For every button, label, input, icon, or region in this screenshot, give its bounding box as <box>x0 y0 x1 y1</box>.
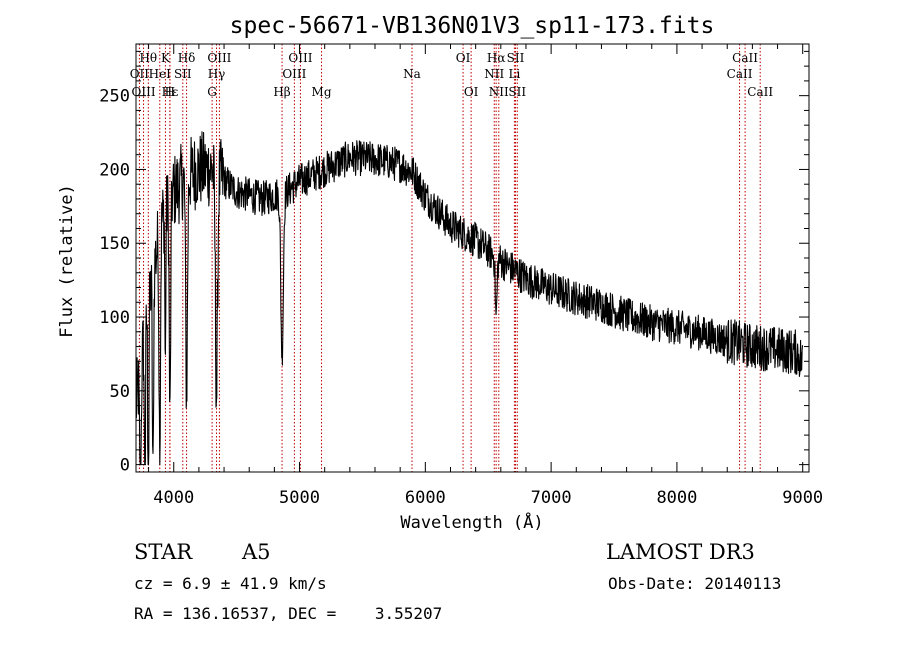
spectral-line-labels: Hθ OII OIII K HeI Hε Hδ SII H OIII Hγ G Hβ OIII OIII Mg… <box>130 51 774 99</box>
spectrum-line <box>135 131 804 466</box>
observation-date: Obs-Date: 20140113 <box>608 574 782 593</box>
spectral-line-label: SII <box>508 85 526 99</box>
object-subclass: A5 <box>242 540 271 564</box>
x-tick-label: 5000 <box>279 488 320 508</box>
y-axis-label: Flux (relative) <box>57 184 77 338</box>
spectral-line-label: CaII <box>727 67 753 81</box>
y-tick-label: 50 <box>110 382 130 402</box>
x-tick-label: 6000 <box>405 488 446 508</box>
spectral-line-label: OIII <box>207 51 231 65</box>
spectral-line-label: Hδ <box>178 51 196 65</box>
redshift-velocity: cz = 6.9 ± 41.9 km/s <box>134 574 327 593</box>
spectral-line-label: CaII <box>732 51 758 65</box>
y-axis: 0 50 100 150 200 250 <box>99 50 809 476</box>
spectral-line-label: G <box>207 85 217 99</box>
coordinates: RA = 136.16537, DEC = 3.55207 <box>134 604 443 623</box>
x-axis-label: Wavelength (Å) <box>400 511 543 533</box>
x-axis: 4000 5000 6000 7000 8000 9000 <box>148 44 823 508</box>
y-tick-label: 200 <box>99 160 130 180</box>
spectral-line-label: OIII <box>282 67 306 81</box>
x-tick-label: 8000 <box>656 488 697 508</box>
survey-name: LAMOST DR3 <box>606 540 755 564</box>
chart-title: spec-56671-VB136N01V3_sp11-173.fits <box>230 13 715 39</box>
spectral-line-label: Hθ <box>139 51 157 65</box>
x-tick-label: 7000 <box>531 488 572 508</box>
spectral-line-markers <box>138 44 761 472</box>
spectral-line-label: Li <box>508 67 520 81</box>
spectral-line-label: OIII <box>288 51 312 65</box>
spectral-line-label: OI <box>464 85 479 99</box>
spectral-line-label: CaII <box>747 85 773 99</box>
y-tick-label: 100 <box>99 308 130 328</box>
spectral-line-label: H <box>165 85 175 99</box>
spectral-line-label: Na <box>403 67 421 81</box>
y-tick-label: 0 <box>120 456 130 476</box>
x-tick-label: 9000 <box>782 488 823 508</box>
spectral-line-label: K <box>161 51 171 65</box>
spectral-line-label: SII <box>507 51 525 65</box>
spectral-line-label: NII <box>484 67 504 81</box>
spectral-line-label: Hα <box>487 51 506 65</box>
spectral-line-label: Hβ <box>273 85 290 99</box>
spectral-line-label: OI <box>456 51 471 65</box>
x-tick-label: 4000 <box>153 488 194 508</box>
spectral-line-label: HeI <box>149 67 172 81</box>
spectral-line-label: NII <box>489 85 509 99</box>
spectral-line-label: OIII <box>132 85 156 99</box>
y-tick-label: 250 <box>99 87 130 107</box>
plot-frame <box>135 43 810 473</box>
spectral-line-label: Hε <box>162 85 179 99</box>
spectral-line-label: OII <box>130 67 150 81</box>
y-tick-label: 150 <box>99 234 130 254</box>
spectral-line-label: SII <box>174 67 192 81</box>
spectral-line-label: Hγ <box>208 67 226 81</box>
spectral-line-label: Mg <box>312 85 332 99</box>
object-class: STAR <box>134 540 193 564</box>
